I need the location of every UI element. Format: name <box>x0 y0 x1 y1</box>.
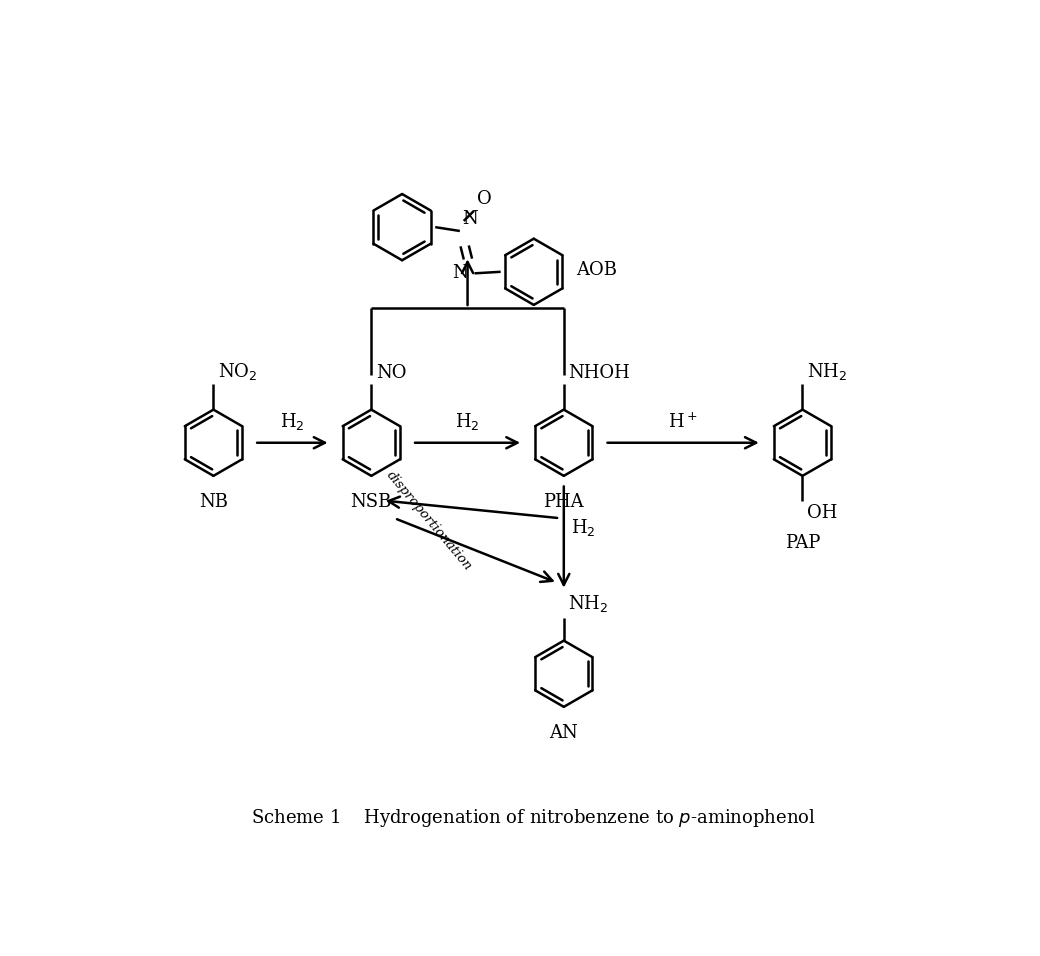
Text: PAP: PAP <box>785 533 821 552</box>
Text: H$^+$: H$^+$ <box>669 413 698 432</box>
Text: N: N <box>452 265 468 282</box>
Text: N: N <box>462 210 478 228</box>
Text: disproportionation: disproportionation <box>384 468 474 573</box>
Text: OH: OH <box>807 504 837 522</box>
Text: Scheme 1    Hydrogenation of nitrobenzene to $p$-aminophenol: Scheme 1 Hydrogenation of nitrobenzene t… <box>251 807 815 829</box>
Text: AN: AN <box>549 724 578 742</box>
Text: H$_2$: H$_2$ <box>572 517 596 538</box>
Text: H$_2$: H$_2$ <box>456 411 479 432</box>
Text: NO$_2$: NO$_2$ <box>218 361 258 381</box>
Text: NO: NO <box>375 364 407 381</box>
Text: NB: NB <box>199 492 228 511</box>
Text: NH$_2$: NH$_2$ <box>569 594 608 615</box>
Text: O: O <box>477 189 492 207</box>
Text: PHA: PHA <box>544 492 584 511</box>
Text: NH$_2$: NH$_2$ <box>807 361 848 381</box>
Text: NSB: NSB <box>350 492 392 511</box>
Text: AOB: AOB <box>576 261 617 279</box>
Text: NHOH: NHOH <box>569 364 630 381</box>
Text: H$_2$: H$_2$ <box>280 411 305 432</box>
